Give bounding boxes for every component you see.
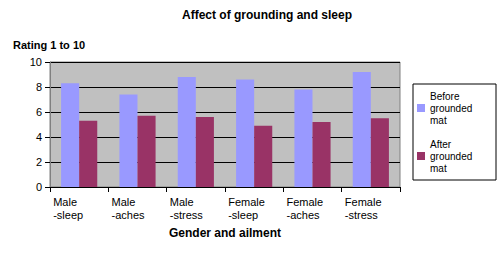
svg-text:2: 2: [36, 156, 42, 168]
svg-text:mat: mat: [430, 163, 447, 174]
svg-text:-aches: -aches: [112, 209, 146, 221]
svg-text:Male: Male: [170, 196, 197, 208]
svg-text:-stress: -stress: [345, 209, 379, 221]
svg-text:10: 10: [30, 56, 42, 68]
svg-text:After: After: [430, 139, 454, 150]
svg-text:grounded: grounded: [430, 151, 475, 162]
svg-text:-sleep: -sleep: [228, 209, 258, 221]
svg-text:Gender and ailment: Gender and ailment: [169, 226, 281, 240]
svg-text:4: 4: [36, 131, 42, 143]
svg-text:Male: Male: [53, 196, 80, 208]
svg-text:Affect of grounding and sleep: Affect of grounding and sleep: [182, 8, 352, 22]
svg-text:Female: Female: [287, 196, 327, 208]
svg-text:-stress: -stress: [170, 209, 204, 221]
svg-text:8: 8: [36, 81, 42, 93]
svg-text:grounded: grounded: [430, 103, 475, 114]
svg-text:-aches: -aches: [287, 209, 321, 221]
svg-text:Female: Female: [345, 196, 385, 208]
svg-text:0: 0: [36, 181, 42, 193]
svg-text:mat: mat: [430, 115, 447, 126]
svg-text:Before: Before: [430, 91, 462, 102]
svg-text:6: 6: [36, 106, 42, 118]
svg-text:-sleep: -sleep: [53, 209, 83, 221]
svg-text:Female: Female: [228, 196, 268, 208]
svg-text:Rating 1 to 10: Rating 1 to 10: [13, 39, 85, 51]
svg-text:Male: Male: [112, 196, 139, 208]
